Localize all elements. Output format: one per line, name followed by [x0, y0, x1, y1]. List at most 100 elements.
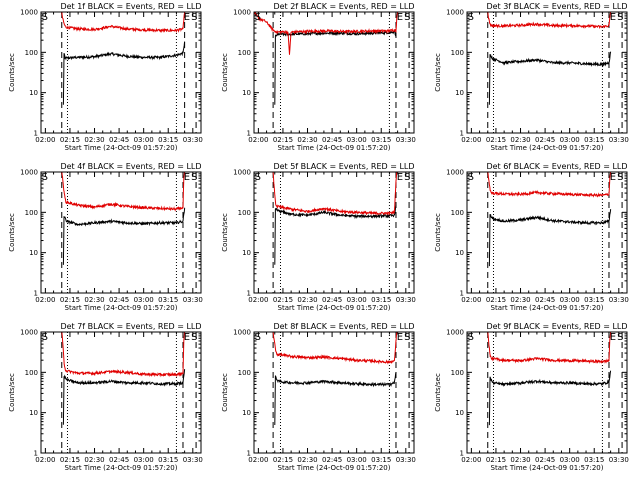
x-tick-label: 03:15 [158, 136, 178, 144]
y-axis-label: Counts/sec [434, 213, 442, 252]
y-tick-label: 100 [451, 49, 464, 57]
plot-frame [253, 331, 415, 454]
y-axis-label: Counts/sec [221, 213, 229, 252]
x-axis-label: Start Time (24-Oct-09 01:57:20) [491, 144, 604, 152]
x-tick-label: 02:30 [84, 136, 104, 144]
events-series-line [274, 372, 397, 425]
y-tick-label: 1 [247, 130, 251, 138]
y-tick-label: 1 [247, 290, 251, 298]
y-tick-label: 10 [455, 89, 464, 97]
start-marker-label: S [255, 172, 261, 183]
lld-series-line [254, 12, 399, 55]
x-axis-label: Start Time (24-Oct-09 01:57:20) [491, 304, 604, 312]
x-tick-label: 02:30 [510, 136, 530, 144]
y-tick-label: 100 [451, 369, 464, 377]
x-tick-label: 03:30 [396, 456, 416, 464]
lld-series-line [487, 172, 612, 198]
x-tick-label: 02:15 [60, 296, 80, 304]
x-tick-label: 02:00 [248, 296, 268, 304]
x-tick-label: 03:00 [347, 296, 367, 304]
y-tick-label: 1000 [20, 169, 38, 177]
y-tick-label: 1 [460, 450, 464, 458]
start-marker-label: S [42, 172, 48, 183]
chart-panel: Det 2f BLACK = Events, RED = LLD Counts/s… [221, 2, 416, 152]
x-tick-label: 02:45 [535, 136, 555, 144]
x-axis-label: Start Time (24-Oct-09 01:57:20) [278, 464, 391, 472]
y-tick-label: 1000 [20, 9, 38, 17]
chart-panel: Det 9f BLACK = Events, RED = LLD Counts/s… [434, 322, 629, 472]
x-tick-label: 02:15 [273, 296, 293, 304]
plot-frame [40, 331, 202, 454]
x-tick-label: 02:00 [35, 296, 55, 304]
x-tick-label: 02:30 [297, 456, 317, 464]
y-axis-label: Counts/sec [221, 373, 229, 412]
start-marker-label: S [404, 332, 410, 343]
y-tick-label: 1000 [446, 9, 464, 17]
chart-title: Det 5f BLACK = Events, RED = LLD [273, 162, 414, 171]
chart-panel: Det 5f BLACK = Events, RED = LLD Counts/s… [221, 162, 416, 312]
x-tick-label: 02:00 [461, 296, 481, 304]
x-tick-label: 03:00 [347, 136, 367, 144]
x-tick-label: 02:45 [109, 136, 129, 144]
y-axis-label: Counts/sec [221, 53, 229, 92]
plot-frame [466, 331, 628, 454]
events-series-line [274, 30, 397, 105]
x-tick-label: 03:30 [183, 456, 203, 464]
x-tick-label: 02:30 [510, 456, 530, 464]
end-marker-label: E [184, 172, 190, 183]
y-tick-label: 1 [34, 450, 38, 458]
events-series-line [488, 209, 612, 267]
lld-series-line [61, 332, 186, 378]
x-tick-label: 03:15 [584, 136, 604, 144]
start-marker-label: S [42, 12, 48, 23]
x-tick-label: 03:30 [183, 296, 203, 304]
y-tick-label: 1000 [233, 9, 251, 17]
x-tick-label: 02:00 [35, 456, 55, 464]
start-marker-label: S [468, 12, 474, 23]
chart-title: Det 4f BLACK = Events, RED = LLD [60, 162, 201, 171]
x-tick-label: 02:15 [273, 136, 293, 144]
x-tick-label: 03:15 [371, 296, 391, 304]
x-tick-label: 02:30 [510, 296, 530, 304]
start-marker-label: S [42, 332, 48, 343]
x-axis-label: Start Time (24-Oct-09 01:57:20) [65, 464, 178, 472]
plot-frame [40, 171, 202, 294]
x-tick-label: 02:30 [297, 136, 317, 144]
end-marker-label: E [184, 332, 190, 343]
start-marker-label: S [255, 12, 261, 23]
y-tick-label: 10 [29, 409, 38, 417]
x-tick-label: 03:15 [371, 136, 391, 144]
y-tick-label: 10 [242, 249, 251, 257]
lld-series-line [61, 172, 186, 212]
x-tick-label: 02:15 [60, 136, 80, 144]
x-tick-label: 02:15 [486, 136, 506, 144]
x-tick-label: 03:00 [560, 136, 580, 144]
start-marker-label: S [617, 172, 623, 183]
y-tick-label: 1000 [446, 169, 464, 177]
lld-series-line [272, 172, 398, 216]
chart-title: Det 2f BLACK = Events, RED = LLD [273, 2, 414, 11]
y-tick-label: 1000 [233, 329, 251, 337]
x-tick-label: 02:00 [461, 456, 481, 464]
events-series-line [488, 51, 612, 105]
x-tick-label: 02:00 [248, 456, 268, 464]
y-axis-label: Counts/sec [8, 53, 16, 92]
events-series-line [488, 370, 612, 426]
start-marker-label: S [617, 12, 623, 23]
y-tick-label: 1 [460, 290, 464, 298]
y-tick-label: 1000 [446, 329, 464, 337]
x-tick-label: 03:15 [371, 456, 391, 464]
x-axis-label: Start Time (24-Oct-09 01:57:20) [491, 464, 604, 472]
y-tick-label: 10 [242, 409, 251, 417]
y-tick-label: 1 [34, 130, 38, 138]
chart-panel: Det 6f BLACK = Events, RED = LLD Counts/s… [434, 162, 629, 312]
x-tick-label: 03:30 [609, 456, 629, 464]
x-tick-label: 03:30 [183, 136, 203, 144]
x-tick-label: 02:45 [109, 296, 129, 304]
y-tick-label: 10 [455, 409, 464, 417]
x-axis-label: Start Time (24-Oct-09 01:57:20) [278, 144, 391, 152]
start-marker-label: S [191, 12, 197, 23]
plot-frame [253, 11, 415, 134]
start-marker-label: S [255, 332, 261, 343]
